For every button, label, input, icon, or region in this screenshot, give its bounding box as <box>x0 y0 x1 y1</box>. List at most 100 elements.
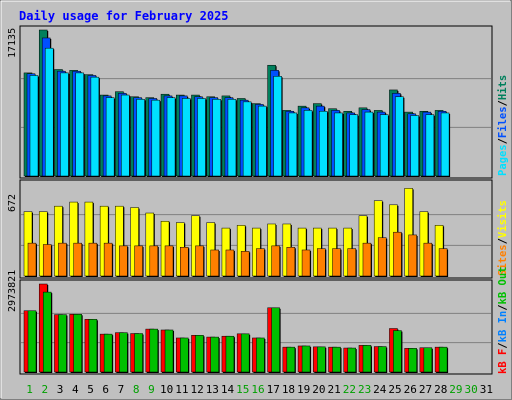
bar-kb-out-day-3 <box>58 314 67 373</box>
bar-pages-day-19 <box>303 110 313 177</box>
bar-pages-day-24 <box>379 114 389 177</box>
bar-pages-day-10 <box>166 97 176 177</box>
bar-pages-day-11 <box>182 98 191 177</box>
ymax-label: 2973821 <box>7 270 18 312</box>
bar-kb-out-day-19 <box>301 345 311 373</box>
bar-kb-out-day-2 <box>42 291 52 373</box>
bar-pages-day-16 <box>258 105 267 177</box>
day-label-26: 26 <box>404 383 417 396</box>
bar-sites-day-28 <box>438 248 448 277</box>
legend-sep: / <box>497 100 509 106</box>
bar-sites-day-9 <box>149 245 159 277</box>
bar-sites-day-14 <box>225 249 235 277</box>
bar-sites-day-26 <box>408 234 417 277</box>
day-label-24: 24 <box>373 383 387 396</box>
svg-text:Pages/Files/Hits: Pages/Files/Hits <box>497 75 509 176</box>
bar-pages-day-18 <box>288 112 298 177</box>
bar-kb-out-day-21 <box>332 346 341 373</box>
bar-kb-out-day-27 <box>423 347 433 373</box>
day-label-1: 1 <box>26 383 33 396</box>
legend-kb-f: kB F <box>497 349 509 374</box>
legend-top: Pages/Files/Hits <box>497 75 509 176</box>
bar-sites-day-24 <box>377 237 387 277</box>
bar-kb-out-day-26 <box>408 348 417 373</box>
bar-pages-day-28 <box>440 112 450 177</box>
day-label-20: 20 <box>312 383 325 396</box>
bar-sites-day-23 <box>362 242 372 277</box>
day-label-6: 6 <box>102 383 109 396</box>
bar-sites-day-4 <box>73 242 82 277</box>
legend-kb-out: kB Out <box>497 267 509 305</box>
bar-sites-day-17 <box>271 245 280 277</box>
bar-kb-out-day-5 <box>88 319 98 373</box>
day-label-9: 9 <box>148 383 155 396</box>
day-label-19: 19 <box>297 383 310 396</box>
bar-sites-day-8 <box>134 245 143 277</box>
bar-kb-out-day-11 <box>180 337 189 373</box>
bar-pages-day-2 <box>44 47 54 177</box>
day-label-10: 10 <box>160 383 173 396</box>
bar-kb-out-day-17 <box>271 307 280 373</box>
bar-sites-day-13 <box>210 249 219 277</box>
legend-visits: Visits <box>497 200 509 238</box>
bar-sites-day-27 <box>423 242 433 277</box>
bar-sites-day-16 <box>256 248 265 277</box>
day-label-2: 2 <box>42 383 49 396</box>
bar-pages-day-21 <box>334 112 343 177</box>
bar-sites-day-7 <box>119 245 128 277</box>
ymax-label: 17135 <box>7 28 18 58</box>
day-label-27: 27 <box>419 383 432 396</box>
day-label-4: 4 <box>72 383 79 396</box>
bar-sites-day-10 <box>164 245 174 277</box>
bar-pages-day-27 <box>425 114 435 177</box>
bar-sites-day-22 <box>347 248 356 277</box>
day-label-23: 23 <box>358 383 371 396</box>
bar-pages-day-26 <box>410 115 419 177</box>
bar-pages-day-3 <box>60 72 69 177</box>
bar-sites-day-1 <box>27 242 37 277</box>
ymax-label: 672 <box>7 194 18 212</box>
bar-sites-day-21 <box>332 248 341 277</box>
legend-hits: Hits <box>497 75 509 100</box>
day-label-15: 15 <box>236 383 249 396</box>
svg-text:Sites/Visits: Sites/Visits <box>497 200 509 276</box>
bar-pages-day-8 <box>136 99 145 177</box>
bar-pages-day-15 <box>242 101 252 177</box>
day-label-31: 31 <box>480 383 493 396</box>
bar-pages-day-14 <box>227 99 237 177</box>
bar-sites-day-3 <box>58 242 67 277</box>
bar-pages-day-5 <box>90 76 100 177</box>
bar-sites-day-2 <box>42 244 52 277</box>
x-axis-day-labels: 1 2 3 4 5 6 7 8 9 10 11 12 13 14 15 16 17 18 19 20 21 22 23 24 2… <box>26 383 493 396</box>
bar-kb-out-day-4 <box>73 314 82 373</box>
chart-panels: 17135 672 2973821 <box>7 25 493 375</box>
bar-pages-day-20 <box>319 110 328 177</box>
bar-pages-day-6 <box>105 97 115 177</box>
day-label-22: 22 <box>343 383 356 396</box>
bar-pages-day-23 <box>364 111 374 177</box>
bar-sites-day-19 <box>301 249 311 277</box>
legend-pages: Pages <box>497 144 509 176</box>
bar-kb-out-day-16 <box>256 337 265 373</box>
day-label-8: 8 <box>133 383 140 396</box>
day-label-21: 21 <box>328 383 341 396</box>
day-label-30: 30 <box>465 383 478 396</box>
bar-kb-out-day-10 <box>164 329 174 373</box>
legend-sites: Sites <box>497 244 509 276</box>
bar-sites-day-25 <box>393 231 402 277</box>
legend-sep: / <box>497 138 509 144</box>
bar-kb-out-day-15 <box>240 333 250 373</box>
day-label-7: 7 <box>118 383 125 396</box>
legend-files: Files <box>497 106 509 138</box>
chart-title: Daily usage for February 2025 <box>19 9 229 23</box>
legend-sep: / <box>497 238 509 244</box>
bar-kb-out-day-8 <box>134 333 143 373</box>
day-label-14: 14 <box>221 383 235 396</box>
bar-kb-out-day-12 <box>195 335 204 373</box>
bar-sites-day-12 <box>195 245 204 277</box>
day-label-5: 5 <box>87 383 94 396</box>
bar-kb-out-day-25 <box>393 330 402 373</box>
day-label-25: 25 <box>388 383 401 396</box>
bar-kb-out-day-18 <box>286 346 296 373</box>
